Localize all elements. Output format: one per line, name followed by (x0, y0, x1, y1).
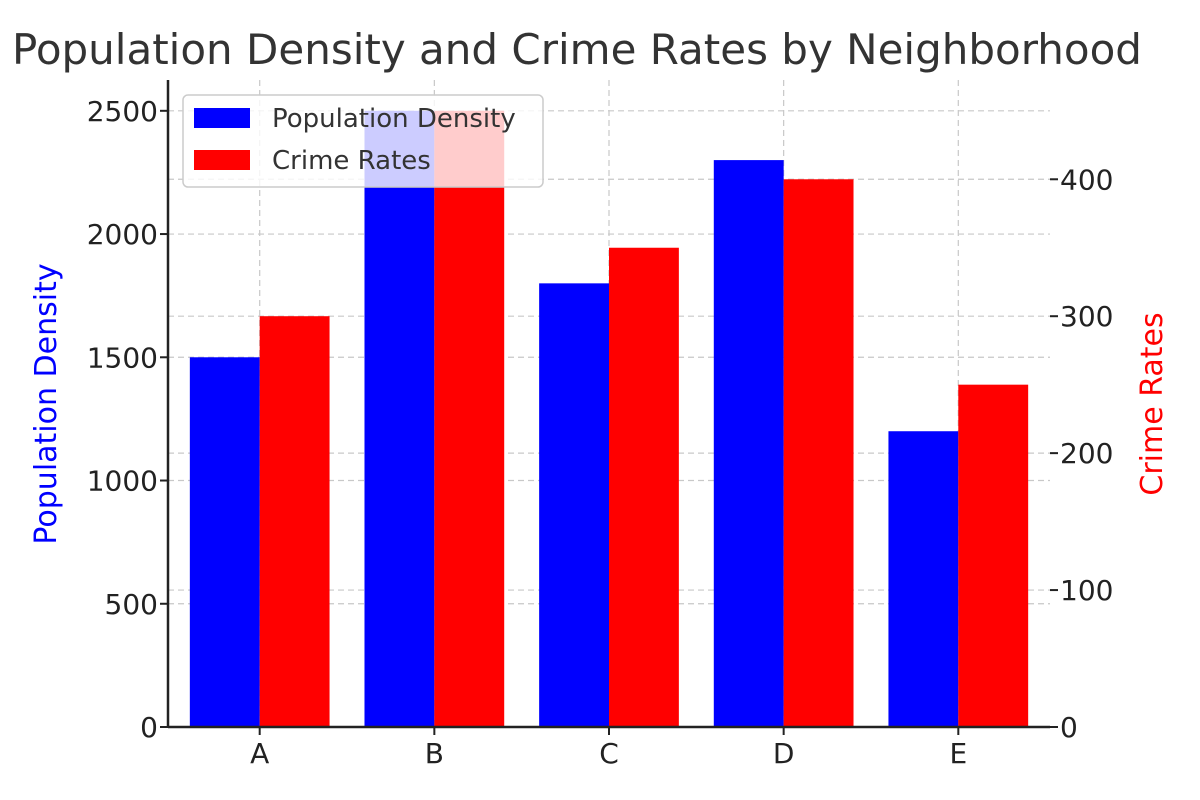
bar-crime-rates-D (783, 179, 854, 727)
legend-frame (182, 94, 544, 188)
x-tick-label-B: B (425, 737, 444, 770)
x-tick-label-A: A (250, 737, 269, 770)
y-axis-left-label: Population Density (29, 263, 64, 544)
y-tick-right-label-0: 0 (1060, 711, 1078, 744)
bar-population-density-A (189, 357, 260, 727)
y-tick-left-label-2500: 2500 (87, 95, 158, 128)
y-axis-right-label: Crime Rates (1135, 312, 1170, 495)
bar-population-density-B (364, 110, 435, 728)
bar-population-density-D (713, 160, 784, 728)
y-tick-right-label-100: 100 (1060, 574, 1113, 607)
bar-crime-rates-E (958, 384, 1029, 727)
y-tick-right-label-200: 200 (1060, 437, 1113, 470)
y-tick-left-label-500: 500 (105, 588, 158, 621)
y-tick-left-label-1000: 1000 (87, 465, 158, 498)
bar-crime-rates-C (609, 247, 679, 728)
ticks-layer: 0 500 1000 1500 2000 2500 0 100 200 300 400 A B C D E (87, 95, 1114, 770)
legend-swatch-population-density (194, 108, 250, 128)
x-tick-label-D: D (773, 737, 795, 770)
y-tick-right-label-300: 300 (1060, 300, 1113, 333)
y-tick-left-label-2000: 2000 (87, 218, 158, 251)
bar-crime-rates-A (259, 316, 330, 727)
legend-label-crime-rates: Crime Rates (272, 146, 431, 176)
bar-population-density-C (539, 283, 609, 727)
bar-population-density-E (888, 431, 959, 727)
chart-title: Population Density and Crime Rates by Ne… (12, 25, 1142, 74)
y-tick-right-label-400: 400 (1060, 163, 1113, 196)
y-tick-left-label-0: 0 (140, 711, 158, 744)
bar-crime-rates-B (434, 110, 505, 728)
legend: Population Density Crime Rates (182, 94, 544, 188)
legend-label-population-density: Population Density (272, 104, 516, 134)
legend-swatch-crime-rates (194, 150, 250, 170)
x-tick-label-E: E (949, 737, 967, 770)
bars-layer (189, 110, 1029, 728)
x-tick-label-C: C (599, 737, 619, 770)
y-tick-left-label-1500: 1500 (87, 341, 158, 374)
